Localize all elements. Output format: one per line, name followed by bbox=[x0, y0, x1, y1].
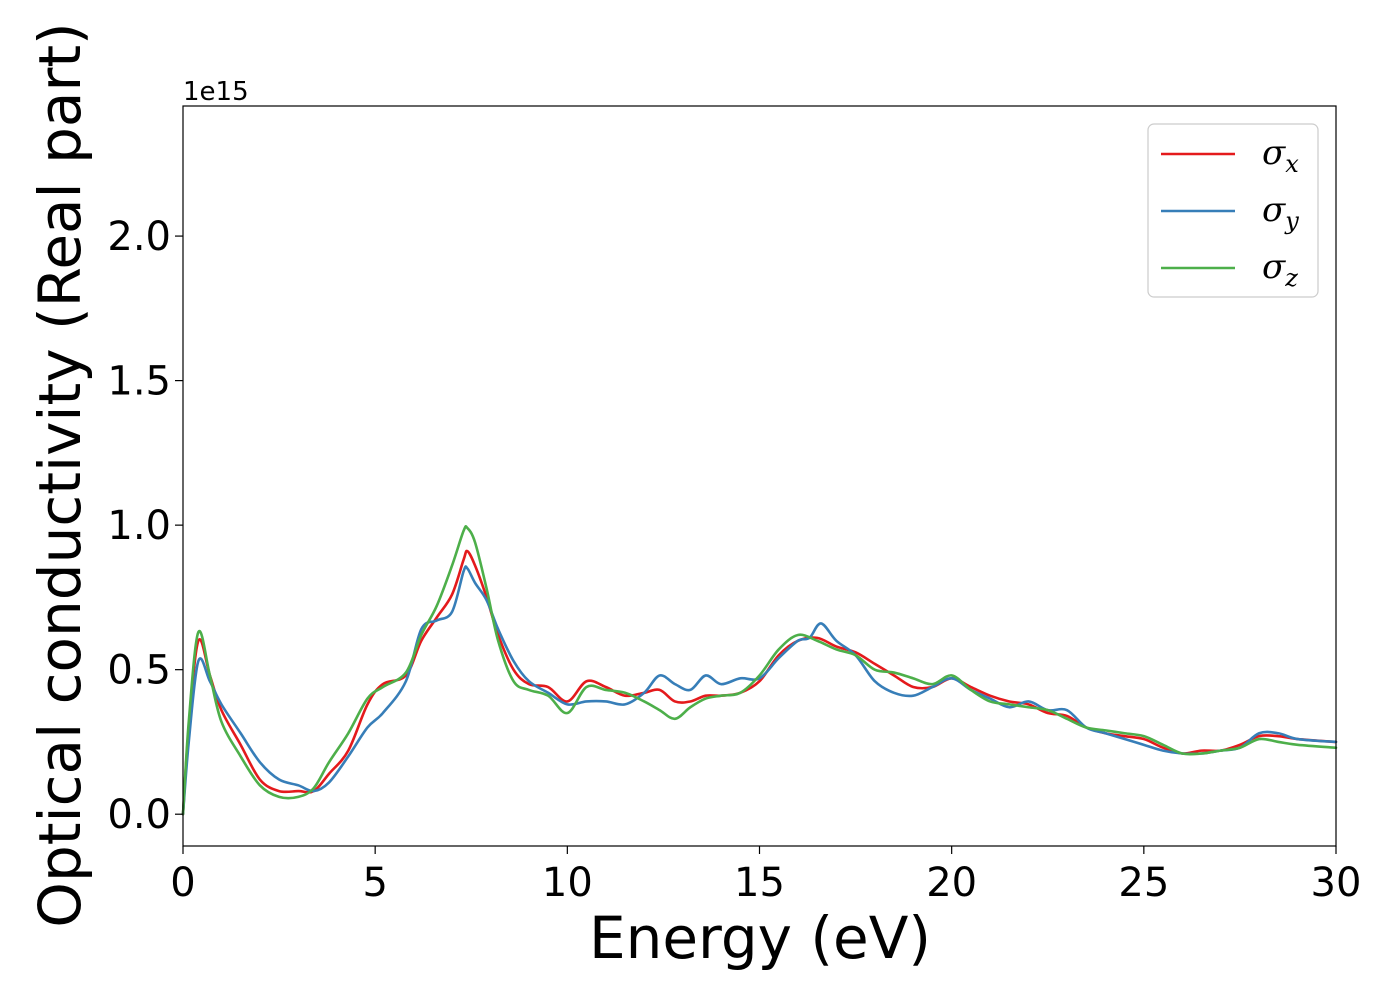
x-axis-label: Energy (eV) bbox=[589, 904, 931, 972]
legend: σx σy σz bbox=[1147, 123, 1319, 298]
ticks-layer: 0 5 10 15 20 25 30 0.0 0.5 1.0 1.5 2.0 bbox=[107, 214, 1361, 906]
x-tick-label: 20 bbox=[926, 860, 977, 906]
y-tick-label: 0.5 bbox=[107, 648, 171, 694]
y-axis-label: Optical conductivity (Real part) bbox=[26, 22, 94, 927]
legend-label-y: σy bbox=[1262, 190, 1299, 235]
x-tick-label: 15 bbox=[734, 860, 785, 906]
legend-label-z: σz bbox=[1262, 247, 1298, 292]
y-tick-label: 0.0 bbox=[107, 792, 171, 838]
x-tick-label: 25 bbox=[1118, 860, 1169, 906]
y-offset-label: 1e15 bbox=[183, 77, 249, 107]
y-tick-label: 2.0 bbox=[107, 214, 171, 260]
x-tick-label: 30 bbox=[1311, 860, 1362, 906]
series-line-y bbox=[181, 565, 1338, 816]
y-tick-label: 1.5 bbox=[107, 359, 171, 405]
series-layer bbox=[181, 525, 1338, 816]
y-tick-label: 1.0 bbox=[107, 503, 171, 549]
x-tick-label: 0 bbox=[170, 860, 195, 906]
legend-label-x: σx bbox=[1262, 133, 1299, 178]
series-line-z bbox=[181, 525, 1338, 816]
x-tick-label: 10 bbox=[542, 860, 593, 906]
x-tick-label: 5 bbox=[362, 860, 387, 906]
